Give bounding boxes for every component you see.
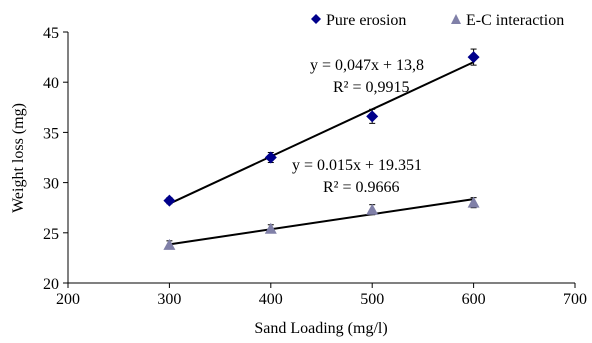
data-point-pure-erosion bbox=[366, 110, 379, 123]
axis-titles: Sand Loading (mg/l) Weight loss (mg) bbox=[10, 103, 388, 337]
r2-ec-interaction: R² = 0.9666 bbox=[323, 179, 400, 196]
r2-pure-erosion: R² = 0,9915 bbox=[333, 79, 410, 96]
data-point-e-c-interaction bbox=[264, 222, 277, 234]
data-markers bbox=[163, 51, 480, 250]
y-tick-label: 20 bbox=[43, 276, 59, 293]
data-point-pure-erosion bbox=[467, 51, 480, 64]
y-tick-label: 45 bbox=[43, 25, 59, 42]
x-axis-title: Sand Loading (mg/l) bbox=[254, 320, 387, 337]
y-tick-label: 35 bbox=[43, 125, 59, 142]
legend: Pure erosion E-C interaction bbox=[311, 12, 564, 29]
y-tick-label: 30 bbox=[43, 176, 59, 193]
equation-ec-interaction: y = 0.015x + 19.351 bbox=[292, 157, 422, 174]
x-tick-label: 400 bbox=[259, 291, 283, 308]
equation-pure-erosion: y = 0,047x + 13,8 bbox=[310, 57, 424, 74]
data-point-pure-erosion bbox=[264, 151, 277, 164]
data-point-e-c-interaction bbox=[163, 238, 176, 250]
x-tick-label: 600 bbox=[462, 291, 486, 308]
legend-marker-ec-interaction bbox=[451, 14, 461, 24]
x-tick-label: 700 bbox=[563, 291, 587, 308]
y-tick-label: 40 bbox=[43, 75, 59, 92]
trendline-pure-erosion bbox=[168, 61, 475, 205]
legend-label-ec-interaction: E-C interaction bbox=[466, 12, 564, 29]
annotations: y = 0,047x + 13,8 R² = 0,9915 y = 0.015x… bbox=[292, 57, 424, 196]
data-point-pure-erosion bbox=[163, 194, 176, 207]
x-tick-label: 200 bbox=[56, 291, 80, 308]
x-tick-label: 500 bbox=[360, 291, 384, 308]
x-tick-label: 300 bbox=[157, 291, 181, 308]
data-point-e-c-interaction bbox=[467, 196, 480, 208]
legend-label-pure-erosion: Pure erosion bbox=[326, 12, 406, 29]
legend-item-ec-interaction: E-C interaction bbox=[451, 12, 564, 29]
trendlines bbox=[168, 61, 475, 246]
trendline-e-c-interaction bbox=[169, 198, 474, 246]
legend-item-pure-erosion: Pure erosion bbox=[311, 12, 406, 29]
axes: 200 300 400 500 600 700 20 25 30 35 40 45 bbox=[43, 25, 587, 308]
legend-marker-pure-erosion bbox=[311, 14, 321, 24]
error-bars bbox=[166, 48, 477, 250]
data-point-e-c-interaction bbox=[366, 203, 379, 215]
y-tick-label: 25 bbox=[43, 226, 59, 243]
y-axis-title: Weight loss (mg) bbox=[10, 103, 27, 213]
